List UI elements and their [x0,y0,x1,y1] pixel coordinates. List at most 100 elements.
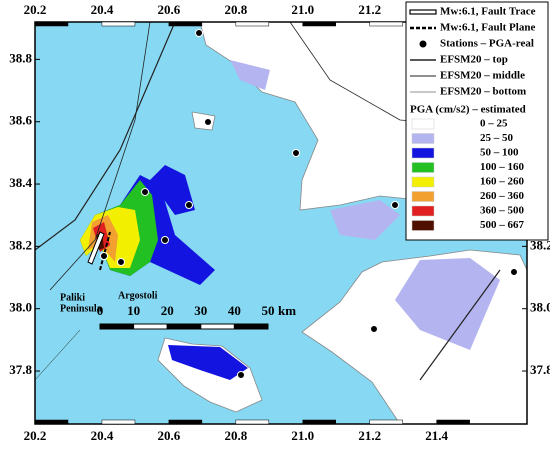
legend-label: EFSM20 – top [440,54,508,66]
tick-bar [369,419,403,425]
legend-label: EFSM20 – bottom [440,86,526,98]
pga-area [330,200,400,240]
legend-swatch [411,162,435,173]
scale-segment [200,323,235,330]
scale-segment [166,323,202,330]
scale-label: 10 [127,303,140,318]
station [185,201,193,209]
legend-swatch [411,220,435,231]
station [391,201,399,209]
legend-swatch [411,191,435,202]
lon-tick-label: 21.0 [291,428,314,443]
scale-unit: km [278,303,296,318]
lat-tick-label: 38.2 [9,237,32,252]
tick-bar [101,21,136,27]
tick-bar [302,21,337,27]
scale-label: 40 [228,303,241,318]
scale-segment [133,323,168,330]
lon-tick-label: 20.2 [24,2,47,17]
efsm-middle [49,22,151,291]
lon-tick-label: 21.2 [358,2,381,17]
efsm-top [35,22,176,251]
tick-bar [101,419,136,425]
pga-area [230,60,270,90]
lon-tick-label: 21.0 [291,2,314,17]
lat-tick-label: 38.8 [9,50,32,65]
pga-area [395,258,500,350]
legend-label: 500 – 667 [480,219,525,231]
legend-label: EFSM20 – middle [440,70,525,82]
fault-trace [87,231,105,265]
lon-tick-label: 21.4 [425,428,448,443]
legend-symbol [419,40,427,48]
lon-tick-label: 20.4 [91,428,114,443]
tick-bar [369,21,403,27]
station [100,252,108,260]
station [370,325,378,333]
legend-swatch [411,118,435,130]
scale-segment [99,323,135,330]
legend-label: Stations – PGA-real [440,38,534,50]
legend-label: 260 – 360 [480,190,525,202]
station [292,149,300,157]
tick-bar [302,419,337,425]
legend-label: 0 – 25 [480,118,508,130]
station [195,29,203,37]
legend: Mw:6.1, Fault Trace Mw:6.1, Fault Plane St… [405,1,549,241]
tick-bar [168,419,203,425]
legend-label: Mw:6.1, Fault Plane [440,22,535,34]
tick-bar [235,21,270,27]
legend-label: 25 – 50 [480,132,514,144]
lon-tick-label: 21.2 [358,428,381,443]
legend-swatch [411,133,435,144]
station [510,268,518,276]
station [141,188,149,196]
stations [100,29,518,379]
legend-label: 50 – 100 [480,147,519,159]
legend-swatch [411,176,435,188]
lat-tick-label: 38.0 [530,300,550,315]
lat-tick-label: 38.4 [9,175,32,190]
scale-segment [233,323,269,330]
scale-label: 20 [161,303,174,318]
scale-bar: 0 10 20 30 40 50 km [97,303,296,330]
lon-tick-label: 20.6 [158,2,181,17]
station [117,258,125,266]
place-label: Peninsula [60,303,102,314]
place-label: Argostoli [118,290,158,301]
tick-bar [436,419,470,425]
lon-tick-label: 20.2 [24,428,47,443]
station [204,118,212,126]
lon-tick-label: 20.8 [224,428,247,443]
place-label: Paliki [60,292,85,303]
lat-tick-label: 38.2 [530,237,550,252]
legend-swatch [411,147,435,159]
legend-label: 160 – 260 [480,176,525,188]
lat-tick-label: 38.0 [9,300,32,315]
legend-label: 100 – 160 [480,161,525,173]
tick-bar [34,419,69,425]
legend-label: 360 – 500 [480,205,525,217]
lat-tick-label: 37.8 [530,362,550,377]
legend-title: PGA (cm/s2) – estimated [410,104,526,116]
lat-tick-label: 38.6 [9,113,32,128]
tick-bar [235,419,270,425]
fault-plane [99,231,111,271]
efsm-bottom [35,329,81,381]
lon-tick-label: 20.4 [91,2,114,17]
legend-swatch [411,205,435,217]
lat-tick-label: 37.8 [9,362,32,377]
lon-tick-label: 20.6 [158,428,181,443]
legend-symbol [409,9,437,15]
scale-label: 0 [97,303,104,318]
station [161,236,169,244]
efsm-top [419,269,501,381]
scale-label: 30 [194,303,207,318]
lon-tick-label: 20.8 [224,2,247,17]
tick-bar [168,21,203,27]
station [237,371,245,379]
legend-label: Mw:6.1, Fault Trace [440,6,536,18]
tick-bar [34,21,69,27]
scale-label: 50 [262,303,275,318]
